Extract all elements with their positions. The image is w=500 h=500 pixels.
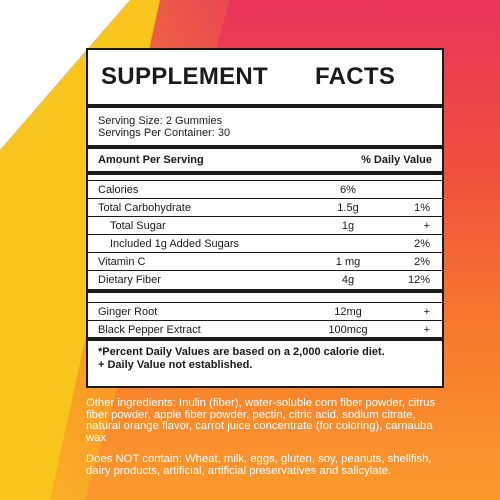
- other-ingredients-text: Other ingredients: Inulin (fiber), water…: [86, 397, 436, 444]
- nutrient-daily-value: +: [423, 306, 430, 318]
- nutrient-row-dietary-fiber: Dietary Fiber 4g 12%: [88, 271, 442, 293]
- footnote-percent-daily-values: *Percent Daily Values are based on a 2,0…: [98, 346, 385, 358]
- nutrient-daily-value: +: [423, 324, 430, 336]
- title-word-supplement: SUPPLEMENT: [101, 63, 269, 90]
- nutrient-daily-value: 12%: [407, 274, 430, 286]
- amount-per-serving-label: Amount Per Serving: [98, 154, 204, 166]
- nutrient-amount: 1.5g: [337, 202, 359, 214]
- nutrient-row-total-carbohydrate: Total Carbohydrate 1.5g 1%: [88, 199, 442, 217]
- nutrient-amount: 1 mg: [335, 256, 361, 268]
- does-not-contain-text: Does NOT contain: Wheat, milk, eggs, glu…: [86, 453, 432, 477]
- nutrient-label: Black Pepper Extract: [98, 324, 201, 336]
- nutrient-label: Included 1g Added Sugars: [110, 238, 240, 250]
- servings-per-container: Servings Per Container: 30: [98, 127, 231, 139]
- nutrient-daily-value: +: [423, 220, 430, 232]
- nutrient-amount: 100mcg: [328, 324, 368, 336]
- nutrient-daily-value: 1%: [414, 202, 430, 214]
- nutrient-amount: 12mg: [334, 306, 362, 318]
- nutrient-row-added-sugars: Included 1g Added Sugars 2%: [88, 235, 442, 253]
- nutrient-label: Total Sugar: [110, 220, 166, 232]
- nutrient-daily-value: 2%: [414, 256, 430, 268]
- nutrient-amount: 6%: [340, 184, 356, 196]
- panel-title: SUPPLEMENT FACTS: [88, 50, 442, 108]
- serving-size: Serving Size: 2 Gummies: [98, 115, 223, 127]
- nutrient-label: Vitamin C: [98, 256, 146, 268]
- supplement-facts-panel: SUPPLEMENT FACTS Serving Size: 2 Gummies…: [86, 48, 444, 388]
- nutrient-row-calories: Calories 6%: [88, 181, 442, 199]
- nutrient-daily-value: 2%: [414, 238, 430, 250]
- nutrient-row-ginger-root: Ginger Root 12mg +: [88, 303, 442, 321]
- nutrient-row-black-pepper-extract: Black Pepper Extract 100mcg +: [88, 321, 442, 341]
- nutrient-label: Ginger Root: [98, 306, 158, 318]
- nutrient-row-vitamin-c: Vitamin C 1 mg 2%: [88, 253, 442, 271]
- spacer: [88, 293, 442, 303]
- nutrient-amount: 1g: [341, 220, 355, 232]
- ingredients-section: Other ingredients: Inulin (fiber), water…: [86, 397, 448, 487]
- footnote-daily-value-not-established: + Daily Value not established.: [98, 359, 253, 371]
- nutrient-row-total-sugar: Total Sugar 1g +: [88, 217, 442, 235]
- nutrient-amount: 4g: [341, 274, 355, 286]
- title-word-facts: FACTS: [315, 63, 396, 90]
- nutrient-label: Dietary Fiber: [98, 274, 161, 286]
- nutrient-label: Calories: [98, 184, 139, 196]
- nutrient-label: Total Carbohydrate: [98, 202, 191, 214]
- footnotes: *Percent Daily Values are based on a 2,0…: [88, 341, 442, 377]
- amount-header-row: Amount Per Serving % Daily Value: [88, 149, 442, 175]
- daily-value-header: % Daily Value: [361, 154, 432, 166]
- spacer: [88, 175, 442, 181]
- serving-info: Serving Size: 2 Gummies Servings Per Con…: [88, 108, 442, 149]
